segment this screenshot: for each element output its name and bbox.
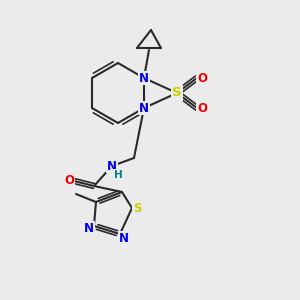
Text: N: N [84,221,94,235]
Text: H: H [114,170,122,180]
Text: O: O [197,71,207,85]
Text: S: S [133,202,141,214]
Text: S: S [172,86,182,100]
Text: N: N [139,71,149,85]
Text: N: N [119,232,129,244]
Text: O: O [197,101,207,115]
Text: O: O [64,175,74,188]
Text: N: N [139,101,149,115]
Text: N: N [107,160,117,172]
